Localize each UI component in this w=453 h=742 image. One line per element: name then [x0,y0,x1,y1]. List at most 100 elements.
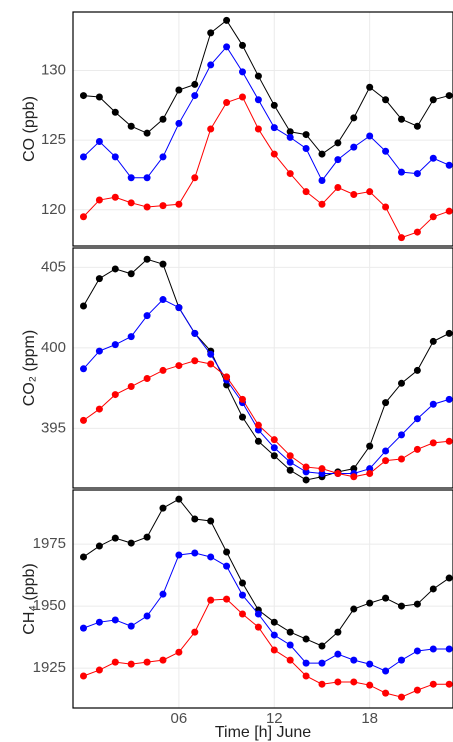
data-point [159,366,167,374]
data-point [254,426,262,434]
data-point [159,504,167,512]
data-point [191,92,199,100]
data-point [270,444,278,452]
data-point [79,624,87,632]
data-point [79,416,87,424]
data-point [191,357,199,365]
data-point [318,150,326,158]
y-axis-title: CH₄ (ppb) [21,563,38,634]
data-point [413,647,421,655]
data-point [318,680,326,688]
series-line [83,598,450,698]
data-point [445,574,453,582]
data-point [445,92,453,100]
y-axis-title: CO₂ (ppm) [21,330,38,406]
data-point [286,458,294,466]
data-point [445,395,453,403]
data-point [175,200,183,208]
data-point [270,124,278,132]
data-point [95,275,103,283]
series-line [83,298,450,475]
data-point [79,553,87,561]
series-line [83,360,450,478]
data-point [445,437,453,445]
y-tick-label: 1950 [33,597,66,614]
data-point [334,628,342,636]
data-point [366,660,374,668]
data-point [191,549,199,557]
data-point [334,156,342,164]
y-tick-label: 1925 [33,659,66,676]
y-tick-label: 1975 [33,535,66,552]
data-point [127,333,135,341]
data-point [111,534,119,542]
data-point [334,470,342,478]
data-point [175,648,183,656]
data-point [111,193,119,201]
data-point [238,68,246,76]
data-point [143,374,151,382]
data-point [429,645,437,653]
data-point [334,650,342,658]
data-point [111,391,119,399]
data-point [111,265,119,273]
data-point [223,595,231,603]
data-point [397,602,405,610]
series-line [83,45,450,182]
data-point [175,495,183,503]
data-point [159,115,167,123]
data-point [238,579,246,587]
data-point [397,168,405,176]
data-point [223,373,231,381]
data-point [413,600,421,608]
data-point [382,96,390,104]
data-point [223,548,231,556]
data-point [270,150,278,158]
data-point [318,642,326,650]
y-tick-label: 125 [41,131,66,148]
data-point [79,302,87,310]
data-point [286,628,294,636]
data-point [79,213,87,221]
data-point [95,666,103,674]
data-point [191,174,199,182]
data-point [223,43,231,51]
series-line [83,258,450,481]
data-point [207,61,215,69]
data-point [366,188,374,196]
x-tick-label: 18 [361,710,378,727]
data-point [111,616,119,624]
data-point [429,439,437,447]
data-point [159,260,167,268]
data-point [207,596,215,604]
data-point [302,468,310,476]
data-point [366,470,374,478]
data-point [302,188,310,196]
data-point [286,133,294,141]
data-point [350,473,358,481]
data-point [302,635,310,643]
data-point [429,96,437,104]
data-point [302,463,310,471]
data-point [175,551,183,559]
data-point [270,452,278,460]
data-point [382,147,390,155]
data-point [366,465,374,473]
data-point [207,553,215,561]
data-point [366,599,374,607]
data-point [79,153,87,161]
data-point [175,86,183,94]
y-tick-label: 395 [41,419,66,436]
data-point [445,680,453,688]
data-point [382,399,390,407]
data-point [334,184,342,191]
data-point [238,413,246,421]
data-point [445,161,453,169]
data-point [270,436,278,444]
data-point [223,562,231,570]
data-point [366,442,374,450]
data-point [318,465,326,473]
data-point [223,16,231,24]
data-point [159,153,167,161]
